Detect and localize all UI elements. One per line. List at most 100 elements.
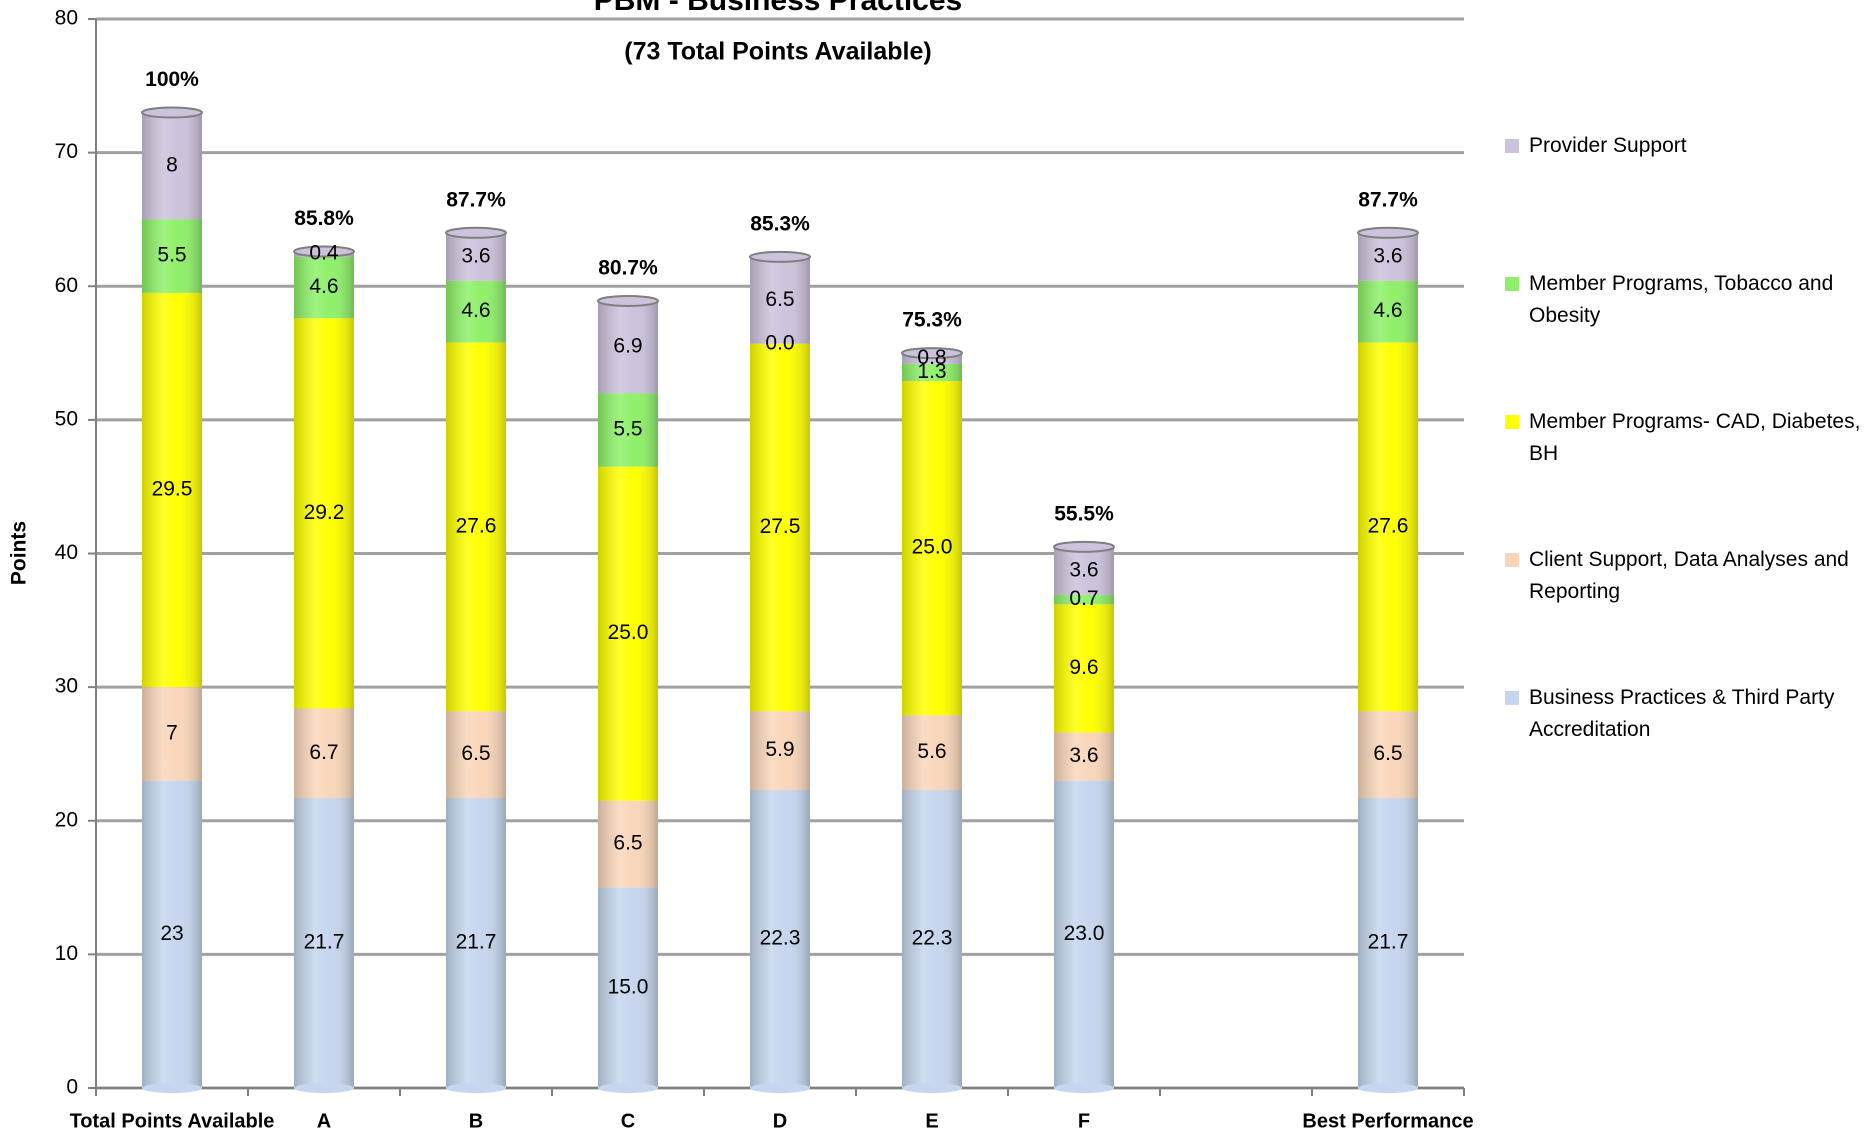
bar-stack <box>749 250 811 1093</box>
x-tick-label: Best Performance <box>1302 1110 1473 1132</box>
cylinder-shading <box>142 112 202 1089</box>
cylinder-top <box>597 294 659 307</box>
cylinder-base <box>598 1083 658 1093</box>
legend-swatch <box>1505 415 1519 429</box>
total-label: 100% <box>145 68 199 91</box>
cylinder-top <box>293 245 355 258</box>
legend-label: Member Programs- CAD, Diabetes, BH <box>1529 410 1861 465</box>
bar-stack <box>445 226 507 1093</box>
total-label: 87.7% <box>1358 188 1418 211</box>
y-tick-label: 50 <box>55 407 78 430</box>
data-label: 21.7 <box>1368 931 1409 954</box>
cylinder-shading <box>902 353 962 1088</box>
bar-stack <box>901 347 963 1093</box>
legend-label: Member Programs, Tobacco and Obesity <box>1529 272 1834 327</box>
data-label: 22.3 <box>912 927 953 950</box>
y-axis-label: Points <box>8 521 31 585</box>
data-label: 27.6 <box>1368 514 1409 537</box>
data-label: 23 <box>160 922 183 945</box>
data-label: 3.6 <box>461 244 490 267</box>
x-tick-label: F <box>1078 1110 1090 1132</box>
data-label: 6.5 <box>765 288 794 311</box>
data-label: 22.3 <box>760 927 801 950</box>
y-tick-label: 60 <box>55 274 78 297</box>
y-tick-label: 40 <box>55 541 78 564</box>
data-label: 6.5 <box>461 742 490 765</box>
data-label: 1.3 <box>917 360 946 383</box>
x-tick-label: C <box>621 1110 635 1132</box>
cylinder-shading <box>750 256 810 1088</box>
data-label: 29.5 <box>152 478 193 501</box>
cylinder-top <box>445 226 507 239</box>
y-tick-label: 30 <box>55 675 78 698</box>
data-label: 4.6 <box>461 299 490 322</box>
data-label: 0.8 <box>917 346 946 369</box>
total-label: 87.7% <box>446 188 506 211</box>
y-tick-label: 20 <box>55 808 78 831</box>
data-label: 3.6 <box>1069 558 1098 581</box>
cylinder-shading <box>1358 232 1418 1089</box>
data-label: 3.6 <box>1373 244 1402 267</box>
legend-label: Provider Support <box>1529 134 1687 157</box>
y-tick-label: 10 <box>55 942 78 965</box>
y-tick-label: 80 <box>55 7 78 30</box>
data-label: 0.7 <box>1069 587 1098 610</box>
data-label: 0.4 <box>309 242 339 265</box>
data-label: 27.6 <box>456 514 497 537</box>
cylinder-top <box>1053 540 1115 553</box>
data-label: 6.5 <box>613 832 642 855</box>
data-label: 21.7 <box>304 931 345 954</box>
data-label: 5.9 <box>765 738 794 761</box>
legend-swatch <box>1505 139 1519 153</box>
x-tick-label: A <box>317 1110 331 1132</box>
cylinder-shading <box>294 251 354 1088</box>
legend-item: Member Programs- CAD, Diabetes, BH <box>1500 406 1872 470</box>
bar-stack <box>1357 226 1419 1093</box>
cylinder-base <box>902 1083 962 1093</box>
bar-stack <box>1053 540 1115 1093</box>
legend-item: Member Programs, Tobacco and Obesity <box>1500 268 1872 332</box>
x-tick-label: E <box>925 1110 938 1132</box>
cylinder-shading <box>598 300 658 1089</box>
bar-stack <box>141 106 203 1093</box>
total-label: 85.3% <box>750 212 810 235</box>
legend-item: Provider Support <box>1500 130 1872 162</box>
cylinder-top <box>1357 226 1419 239</box>
total-label: 85.8% <box>294 207 354 230</box>
cylinder-shading <box>1054 546 1114 1088</box>
data-label: 25.0 <box>912 536 953 559</box>
x-tick-label: B <box>469 1110 483 1132</box>
cylinder-base <box>142 1083 202 1093</box>
data-label: 5.5 <box>613 417 642 440</box>
data-label: 4.6 <box>1373 299 1402 322</box>
data-label: 23.0 <box>1064 922 1105 945</box>
data-label: 7 <box>166 721 178 744</box>
chart-title: PBM - Business Practices <box>594 0 962 17</box>
data-label: 27.5 <box>760 515 801 538</box>
data-label: 5.6 <box>917 740 946 763</box>
data-label: 6.9 <box>613 335 642 358</box>
cylinder-top <box>749 250 811 263</box>
cylinder-top <box>141 106 203 119</box>
data-label: 8 <box>166 154 178 177</box>
legend-label: Client Support, Data Analyses and Report… <box>1529 548 1849 603</box>
cylinder-base <box>1358 1083 1418 1093</box>
legend-item: Business Practices & Third Party Accredi… <box>1500 682 1872 746</box>
data-label: 5.5 <box>157 244 186 267</box>
cylinder-base <box>446 1083 506 1093</box>
total-label: 80.7% <box>598 256 658 279</box>
legend-item: Client Support, Data Analyses and Report… <box>1500 544 1872 608</box>
cylinder-base <box>294 1083 354 1093</box>
data-label: 6.5 <box>1373 742 1402 765</box>
legend-label: Business Practices & Third Party Accredi… <box>1529 686 1835 741</box>
total-label: 55.5% <box>1054 502 1114 525</box>
bar-stack <box>597 294 659 1093</box>
data-label: 25.0 <box>608 621 649 644</box>
legend-swatch <box>1505 691 1519 705</box>
x-tick-label: D <box>773 1110 787 1132</box>
cylinder-shading <box>446 232 506 1089</box>
data-label: 4.6 <box>309 275 338 298</box>
y-tick-label: 70 <box>55 140 78 163</box>
